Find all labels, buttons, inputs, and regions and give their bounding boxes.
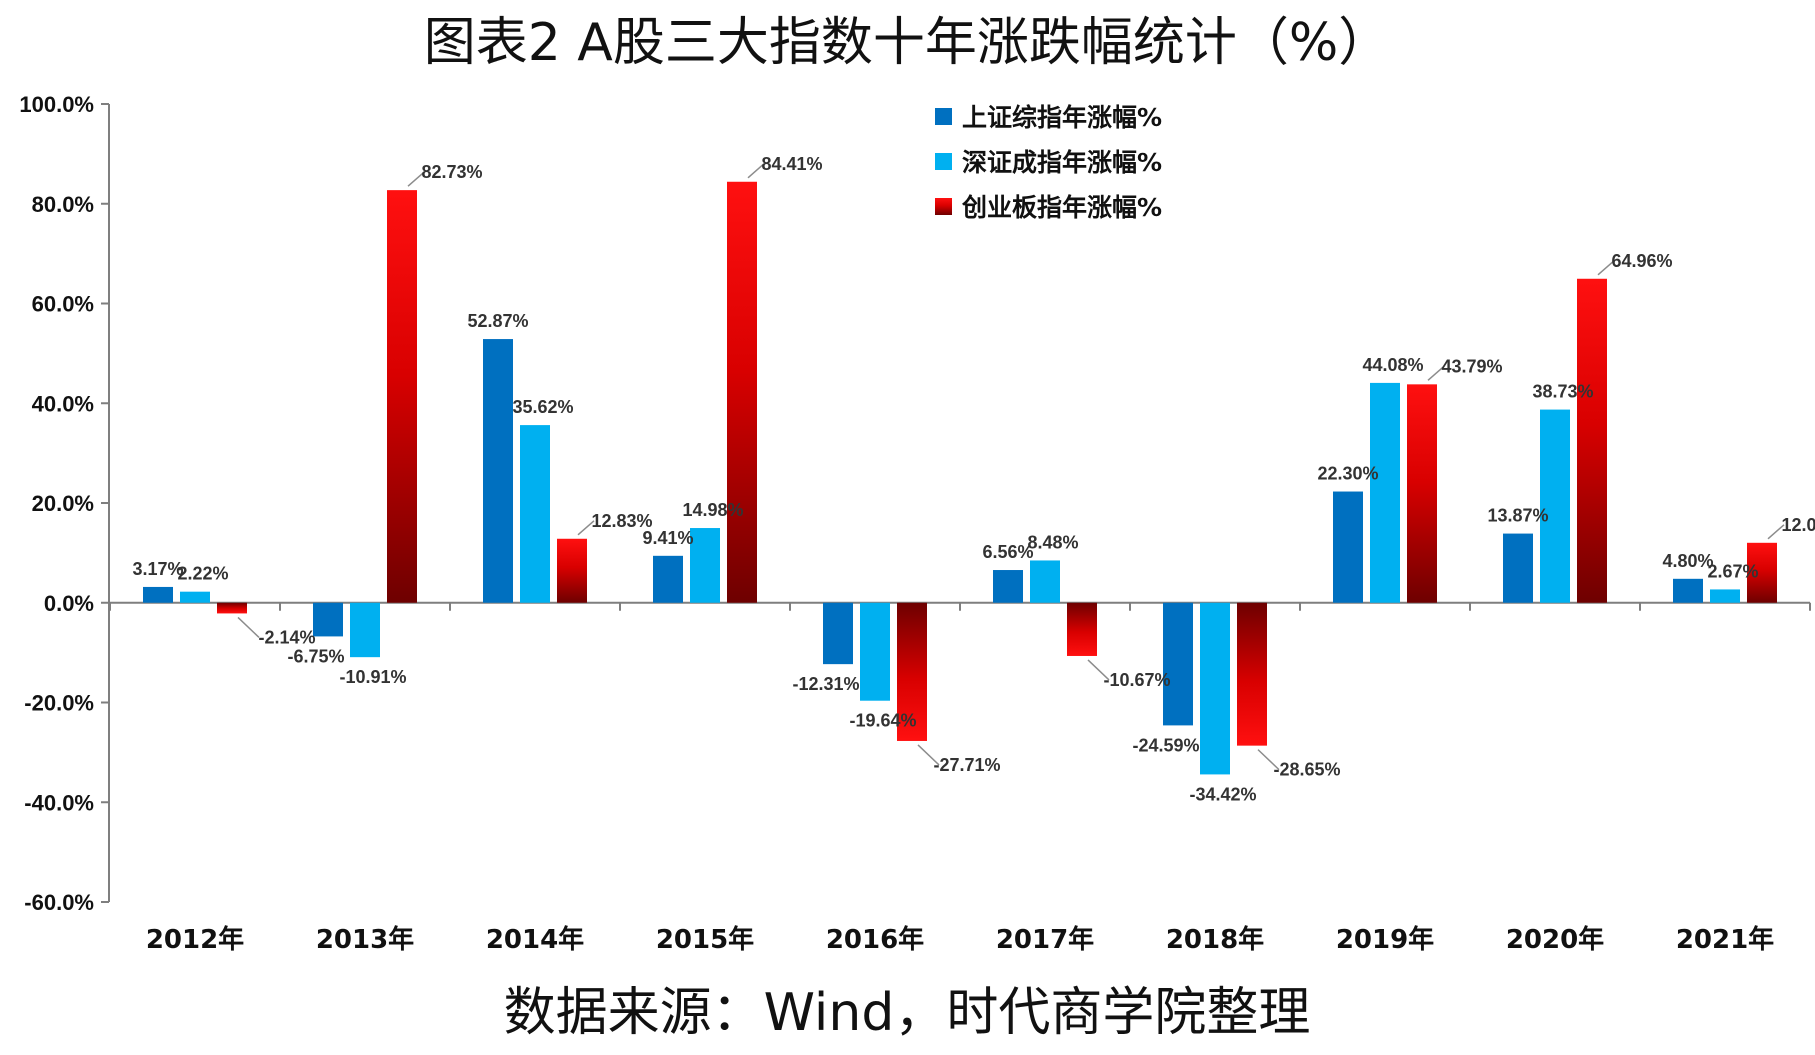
y-tick-label: 80.0% [32, 192, 94, 217]
x-tick-label: 2016年 [826, 924, 924, 955]
x-tick-label: 2020年 [1506, 924, 1604, 955]
bar [217, 602, 247, 614]
data-label: -2.14% [258, 627, 315, 647]
bar [180, 591, 210, 603]
bar [1747, 542, 1777, 603]
y-tick-label: 0.0% [44, 591, 94, 616]
bar [483, 339, 513, 603]
source-note: 数据来源：Wind，时代商学院整理 [504, 983, 1311, 1043]
x-tick-label: 2015年 [656, 924, 754, 955]
x-tick-label: 2014年 [486, 924, 584, 955]
data-label-leader [1087, 659, 1110, 681]
data-label: 4.80% [1662, 551, 1713, 571]
data-label: 35.62% [512, 397, 573, 417]
bar [860, 602, 890, 701]
bar [1333, 491, 1363, 603]
y-tick-label: -20.0% [24, 691, 94, 716]
data-label: -12.31% [792, 674, 859, 694]
data-label-leader [747, 163, 765, 179]
legend-swatch [935, 108, 952, 125]
data-label: 64.96% [1611, 251, 1672, 271]
data-label: 38.73% [1532, 382, 1593, 402]
bar [1200, 602, 1230, 775]
data-label: 9.41% [642, 528, 693, 548]
data-label: 52.87% [467, 311, 528, 331]
x-tick-label: 2021年 [1676, 924, 1774, 955]
data-label: 43.79% [1441, 356, 1502, 376]
bar [1163, 602, 1193, 726]
x-tick-label: 2019年 [1336, 924, 1434, 955]
data-label-leader [407, 171, 425, 187]
data-label: 6.56% [982, 542, 1033, 562]
data-label: -24.59% [1132, 735, 1199, 755]
bar [350, 602, 380, 658]
bar [1030, 560, 1060, 603]
data-label: 13.87% [1487, 506, 1548, 526]
bar [1407, 384, 1437, 603]
data-label-leader [917, 744, 940, 766]
legend-label: 上证综指年涨幅% [962, 103, 1162, 132]
bar [1370, 382, 1400, 603]
data-label: 84.41% [761, 154, 822, 174]
data-label: 2.22% [177, 564, 228, 584]
legend-label: 深证成指年涨幅% [962, 148, 1162, 177]
y-tick-label: 100.0% [19, 92, 94, 117]
bar [993, 570, 1023, 603]
y-tick-label: 60.0% [32, 292, 94, 317]
bar [727, 181, 757, 603]
y-tick-label: 20.0% [32, 491, 94, 516]
y-tick-label: -60.0% [24, 890, 94, 915]
x-tick-label: 2018年 [1166, 924, 1264, 955]
plot-area: 100.0% 80.0% 60.0% 40.0% 20.0% 0.0% -20.0% -40.… [19, 92, 1815, 955]
data-label: 12.83% [591, 511, 652, 531]
data-label: 82.73% [421, 162, 482, 182]
bar [520, 425, 550, 603]
data-label: -10.91% [339, 667, 406, 687]
chart-title: 图表2 A股三大指数十年涨跌幅统计（%） [424, 13, 1391, 73]
bar [1237, 602, 1267, 746]
y-tick-label: 40.0% [32, 391, 94, 416]
bar [823, 602, 853, 665]
bar [1673, 578, 1703, 603]
bar [143, 586, 173, 603]
data-label-leader [1257, 749, 1280, 771]
data-label: 12.02% [1781, 515, 1815, 535]
x-tick-label: 2013年 [316, 924, 414, 955]
data-label: -10.67% [1103, 670, 1170, 690]
x-tick-label: 2012年 [146, 924, 244, 955]
data-label-leader [237, 616, 260, 638]
data-label: 44.08% [1362, 355, 1423, 375]
data-label: -28.65% [1273, 760, 1340, 780]
legend-swatch [935, 198, 952, 215]
data-label-leader [1767, 524, 1785, 540]
bar [690, 528, 720, 603]
data-label: 8.48% [1027, 532, 1078, 552]
bar [1540, 409, 1570, 603]
legend-label: 创业板指年涨幅% [961, 193, 1162, 222]
legend-swatch [935, 153, 952, 170]
bar [1577, 278, 1607, 603]
data-label: -27.71% [933, 755, 1000, 775]
bar [1503, 533, 1533, 603]
bar [1067, 602, 1097, 656]
data-label: -6.75% [287, 646, 344, 666]
data-label: -34.42% [1189, 784, 1256, 804]
bar [557, 538, 587, 603]
data-label: 22.30% [1317, 464, 1378, 484]
bar [1710, 589, 1740, 603]
bar [653, 555, 683, 603]
x-tick-label: 2017年 [996, 924, 1094, 955]
bar [313, 602, 343, 637]
data-label-leader [1427, 365, 1445, 381]
bar [387, 190, 417, 603]
data-label-leader [577, 520, 595, 536]
data-label: 2.67% [1707, 561, 1758, 581]
data-label: 14.98% [682, 500, 743, 520]
data-label-leader [1597, 260, 1615, 276]
bar [897, 602, 927, 741]
data-label: 3.17% [132, 559, 183, 579]
data-label: -19.64% [849, 711, 916, 731]
y-tick-label: -40.0% [24, 790, 94, 815]
